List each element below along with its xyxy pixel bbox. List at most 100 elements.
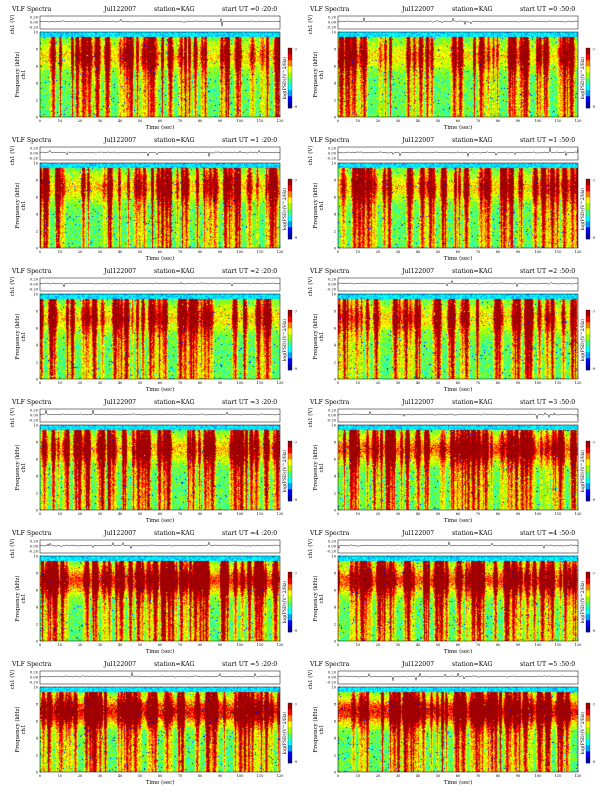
colorbar-segment [288,483,292,490]
spectrogram-panel: VLF Spectra Jul122007 station=KAG start UT … [8,4,302,133]
y-tick-label: 6 [36,195,39,199]
x-tick-label: 100 [535,774,543,778]
y-tick-label: 2 [36,753,38,757]
panel-start-time: start UT =5 :50:0 [520,661,575,668]
colorbar-tick-label: -7 [294,703,298,707]
panel-station: station=KAG [452,137,493,144]
panel-svg: VLF Spectra Jul122007 station=KAG start UT … [9,661,298,786]
panel-title: VLF Spectra [11,530,52,537]
panel-svg: VLF Spectra Jul122007 station=KAG start UT … [9,530,298,655]
x-tick-label: 20 [78,643,83,647]
x-tick-label: 120 [277,381,285,385]
colorbar-tick-label: -7 [294,48,298,52]
panel-svg: VLF Spectra Jul122007 station=KAG start UT … [9,268,298,393]
colorbar-segment [586,751,590,758]
y-tick-label: 6 [334,326,337,330]
x-tick-label: 10 [58,774,63,778]
colorbar-frame [287,702,293,764]
colorbar-segment [586,90,590,97]
spectrogram-heatmap [40,425,280,510]
colorbar-frame [287,178,293,240]
y-tick-label: 2 [334,753,336,757]
y-tick-label: 8 [334,440,337,444]
y-tick-label: 4 [334,736,337,740]
x-tick-label: 40 [118,643,123,647]
colorbar-segment [586,626,590,633]
colorbar-segment [586,310,590,317]
colorbar-label: log(PSD)(V^2/Hz) [281,450,288,493]
colorbar-segment [586,709,590,716]
waveform-tick-label: -0.20 [327,419,337,423]
waveform-tick-label: 0.00 [328,676,337,680]
colorbar-segment [288,477,292,484]
x-tick-label: 10 [356,250,361,254]
colorbar-segment [586,608,590,615]
colorbar-segment [288,596,292,603]
x-tick-label: 0 [337,512,340,516]
channel-label: ch1 [319,463,325,473]
colorbar-label: log(PSD)(V^2/Hz) [579,319,586,362]
x-tick-label: 70 [476,512,481,516]
y-axis-label: Frequency (kHz) [14,52,21,98]
colorbar-segment [288,489,292,496]
y-axis-label: Frequency (kHz) [312,183,319,229]
colorbar-segment [586,352,590,359]
spectrogram-heatmap [338,425,578,510]
x-tick-label: 30 [396,119,401,123]
channel-label: ch1 [319,201,325,211]
x-tick-label: 70 [476,774,481,778]
spectrogram-panel: VLF Spectra Jul122007 station=KAG start UT … [306,397,600,526]
y-tick-label: 2 [334,622,336,626]
y-tick-label: 2 [36,98,38,102]
y-tick-label: 4 [36,605,39,609]
panel-station: station=KAG [154,268,195,275]
colorbar-segment [288,572,292,579]
waveform-tick-label: -0.20 [327,550,337,554]
x-tick-label: 90 [516,774,521,778]
x-tick-label: 110 [257,512,265,516]
spectrogram-heatmap [40,32,280,117]
y-tick-label: 10 [331,423,336,427]
y-tick-label: 0 [36,770,39,774]
spectrogram-panel: VLF Spectra Jul122007 station=KAG start UT … [306,659,600,788]
colorbar-segment [288,620,292,627]
waveform-tick-label: 0.20 [30,16,39,20]
colorbar-segment [586,489,590,496]
waveform-trace [337,279,579,288]
x-tick-label: 60 [158,643,163,647]
colorbar-segment [288,215,292,222]
colorbar-tick-label: -9 [592,498,596,502]
y-tick-label: 4 [334,474,337,478]
colorbar-segment [288,727,292,734]
x-tick-label: 20 [78,512,83,516]
x-tick-label: 110 [257,381,265,385]
colorbar-segment [586,72,590,79]
x-tick-label: 10 [356,512,361,516]
colorbar-segment [288,709,292,716]
panel-station: station=KAG [452,399,493,406]
x-tick-label: 90 [516,643,521,647]
colorbar-tick-label: -7 [592,310,596,314]
x-tick-label: 110 [257,643,265,647]
panel-svg: VLF Spectra Jul122007 station=KAG start UT … [307,6,596,131]
x-tick-label: 60 [456,119,461,123]
x-tick-label: 0 [39,119,42,123]
channel-label: ch1 [319,594,325,604]
x-tick-label: 110 [555,119,563,123]
x-axis-label: Time (sec) [444,255,473,262]
y-tick-label: 4 [36,81,39,85]
y-tick-label: 4 [36,474,39,478]
x-tick-label: 80 [198,512,203,516]
x-tick-label: 90 [218,774,223,778]
panel-svg: VLF Spectra Jul122007 station=KAG start UT … [307,530,596,655]
x-tick-label: 20 [376,250,381,254]
waveform-tick-label: -0.20 [327,26,337,30]
x-tick-label: 40 [416,512,421,516]
colorbar-segment [288,495,292,502]
x-tick-label: 80 [198,381,203,385]
y-axis-label: Frequency (kHz) [14,183,21,229]
colorbar-segment [288,751,292,758]
colorbar-segment [288,227,292,234]
x-tick-label: 0 [337,250,340,254]
x-tick-label: 80 [496,774,501,778]
